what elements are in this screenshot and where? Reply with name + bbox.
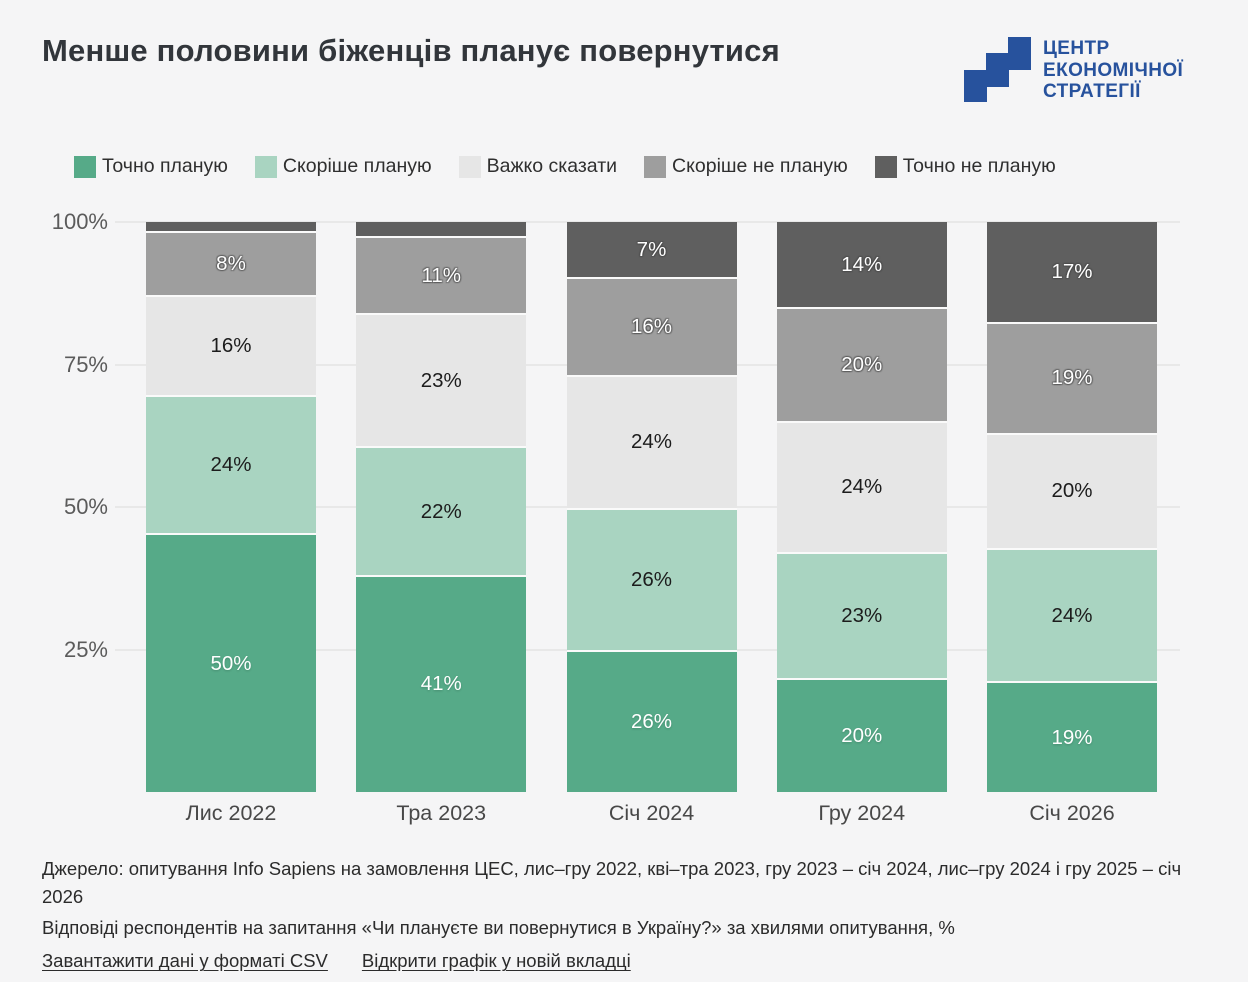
legend: Точно планую Скоріше планую Важко сказати С… xyxy=(74,155,1056,178)
bar-segment[interactable]: 24% xyxy=(776,422,947,554)
bar-segment[interactable]: 19% xyxy=(987,323,1157,435)
bar-segment[interactable]: 14% xyxy=(776,222,947,310)
ces-logo-line: СТРАТЕГІЇ xyxy=(1043,81,1141,102)
bar-segment-label: 26% xyxy=(630,709,673,733)
bar-segment-label: 50% xyxy=(210,651,252,675)
bar-segment[interactable]: 23% xyxy=(776,553,947,681)
bar-segment[interactable] xyxy=(146,222,316,234)
legend-swatch xyxy=(74,155,96,178)
x-axis: Лис 2022 Тра 2023 Січ 2024 Гру 2024 Січ 2026 xyxy=(115,801,1180,826)
bar-column: 17% 19% 20% 24% 19% xyxy=(987,222,1157,793)
y-axis-tick: 25% xyxy=(63,636,108,662)
legend-item: Важко сказати xyxy=(458,155,618,178)
y-axis-tick: 75% xyxy=(63,351,108,377)
bar-segment-label: 16% xyxy=(210,333,252,357)
ces-logo-text: ЦЕНТР ЕКОНОМІЧНОЇ СТРАТЕГІЇ xyxy=(1043,36,1183,103)
legend-label: Скоріше не планую xyxy=(672,155,848,177)
bar-segment-label: 24% xyxy=(841,475,883,499)
plot-area: 8% 16% 24% 50% 11% 23% 22% 41% 7% 16% 24% 26% 26% 14%… xyxy=(115,221,1180,793)
x-axis-label: Тра 2023 xyxy=(396,801,487,825)
bar-segment-label: 26% xyxy=(630,567,673,591)
bar-column: 14% 20% 24% 23% 20% xyxy=(776,222,947,793)
legend-item: Точно планую xyxy=(74,155,228,178)
bar-segment-label: 24% xyxy=(630,430,673,454)
bar-segment-label: 24% xyxy=(1051,603,1093,627)
bar-segment[interactable] xyxy=(356,222,527,238)
bar-segment[interactable]: 11% xyxy=(356,237,527,316)
y-axis: 100% 75% 50% 25% xyxy=(30,209,108,792)
x-axis-label: Гру 2024 xyxy=(818,801,906,825)
legend-label: Скоріше планую xyxy=(282,155,432,177)
bar-segment-label: 11% xyxy=(421,263,461,287)
bar-segment-label: 24% xyxy=(210,453,252,477)
bar-segment[interactable]: 17% xyxy=(987,222,1157,324)
bar-segment[interactable]: 20% xyxy=(987,434,1157,551)
x-axis-label: Січ 2024 xyxy=(608,801,695,825)
bar-segment[interactable]: 26% xyxy=(566,651,737,792)
source-text: Джерело: опитування Info Sapiens на замо… xyxy=(42,858,1182,907)
bar-segment-label: 22% xyxy=(420,499,462,523)
bar-segment-label: 23% xyxy=(841,604,883,628)
legend-item: Скоріше не планую xyxy=(644,155,848,178)
legend-label: Важко сказати xyxy=(486,155,618,177)
bar-segment-label: 8% xyxy=(216,251,246,275)
bar-segment-label: 19% xyxy=(1051,366,1093,390)
bar-segment-label: 20% xyxy=(841,353,883,377)
bar-segment[interactable]: 24% xyxy=(566,376,737,510)
bar-segment-label: 20% xyxy=(841,724,883,748)
y-axis-tick: 100% xyxy=(51,209,108,234)
x-axis-label: Лис 2022 xyxy=(185,801,277,825)
legend-swatch xyxy=(254,155,277,178)
bar-segment-label: 23% xyxy=(420,368,462,392)
ces-logo-line: ЕКОНОМІЧНОЇ xyxy=(1043,59,1184,81)
legend-item: Скоріше планую xyxy=(254,155,432,178)
bar-segment[interactable]: 24% xyxy=(987,550,1157,684)
open-chart-link[interactable]: Відкрити графік у новій вкладці xyxy=(361,950,631,972)
bar-segment-label: 20% xyxy=(1051,479,1093,503)
bar-column: 8% 16% 24% 50% xyxy=(146,222,316,792)
bar-segment[interactable]: 24% xyxy=(146,397,316,535)
bar-column: 11% 23% 22% 41% xyxy=(356,222,527,793)
bar-segment[interactable]: 20% xyxy=(776,309,947,423)
bar-segment[interactable]: 16% xyxy=(566,279,737,377)
footer-links: Завантажити дані у форматі CSV Відкрити … xyxy=(42,947,1214,975)
bar-segment-label: 41% xyxy=(420,672,462,696)
legend-swatch xyxy=(874,155,897,178)
bar-segment-label: 16% xyxy=(630,314,673,338)
legend-label: Точно планую xyxy=(102,155,228,177)
note-text: Відповіді респондентів на запитання «Чи … xyxy=(42,916,955,938)
bar-segment-label: 17% xyxy=(1051,259,1093,283)
bars: 8% 16% 24% 50% 11% 23% 22% 41% 7% 16% 24% 26% 26% 14%… xyxy=(115,222,1180,793)
bar-segment-label: 7% xyxy=(636,237,667,261)
page-title: Менше половини біженців планує повернути… xyxy=(42,33,780,68)
bar-segment-label: 14% xyxy=(841,252,883,276)
bar-segment[interactable]: 19% xyxy=(987,683,1157,793)
legend-label: Точно не планую xyxy=(902,155,1056,177)
x-axis-label: Січ 2026 xyxy=(1029,801,1115,825)
bar-segment[interactable]: 22% xyxy=(356,448,527,577)
legend-item: Точно не планую xyxy=(874,155,1056,178)
bar-segment[interactable]: 23% xyxy=(356,315,527,449)
ces-logo: ЦЕНТР ЕКОНОМІЧНОЇ СТРАТЕГІЇ xyxy=(962,36,1183,103)
bar-segment[interactable]: 50% xyxy=(146,535,316,792)
bar-segment-label: 19% xyxy=(1051,725,1093,749)
ces-steps-icon xyxy=(962,36,1032,103)
ces-logo-line: ЦЕНТР xyxy=(1043,38,1110,59)
bar-segment[interactable]: 8% xyxy=(146,233,316,297)
bar-segment[interactable]: 16% xyxy=(146,296,316,398)
bar-segment[interactable]: 41% xyxy=(356,576,527,793)
bar-segment[interactable]: 20% xyxy=(776,680,947,793)
legend-swatch xyxy=(458,155,481,178)
bar-column: 7% 16% 24% 26% 26% xyxy=(566,222,737,792)
y-axis-tick: 50% xyxy=(63,494,108,519)
bar-segment[interactable]: 7% xyxy=(566,222,737,280)
download-csv-link[interactable]: Завантажити дані у форматі CSV xyxy=(42,950,328,972)
footer: Джерело: опитування Info Sapiens на замо… xyxy=(42,855,1214,975)
bar-segment[interactable]: 26% xyxy=(566,509,737,652)
legend-swatch xyxy=(644,155,667,178)
